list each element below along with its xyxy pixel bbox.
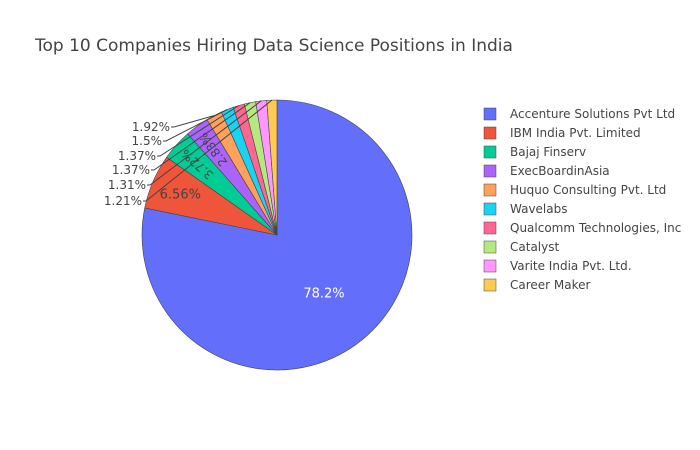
leader-line xyxy=(171,115,215,128)
legend-label: Catalyst xyxy=(510,240,559,254)
legend-swatch xyxy=(483,221,497,235)
legend-label: Career Maker xyxy=(510,278,591,292)
leader-line xyxy=(147,100,262,186)
chart-title: Top 10 Companies Hiring Data Science Pos… xyxy=(34,36,513,56)
slice-label: 1.31% xyxy=(108,178,146,192)
legend-item[interactable]: Huquo Consulting Pvt. Ltd xyxy=(483,183,666,197)
leader-line xyxy=(151,102,251,171)
leader-line xyxy=(157,105,239,157)
legend-item[interactable]: Career Maker xyxy=(483,278,591,292)
legend-swatch xyxy=(483,107,497,121)
legend-label: IBM India Pvt. Limited xyxy=(510,126,641,140)
legend-label: Accenture Solutions Pvt Ltd xyxy=(510,107,675,121)
slice-label: 1.92% xyxy=(132,120,170,134)
legend-item[interactable]: Qualcomm Technologies, Inc xyxy=(483,221,681,235)
legend-label: Varite India Pvt. Ltd. xyxy=(510,259,632,273)
slice-label: 1.37% xyxy=(118,149,156,163)
pie-slices xyxy=(141,99,413,371)
legend-label: Wavelabs xyxy=(510,202,568,216)
leader-line xyxy=(143,99,273,202)
legend-label: ExecBoardinAsia xyxy=(510,164,610,178)
legend-item[interactable]: IBM India Pvt. Limited xyxy=(483,126,641,140)
legend-item[interactable]: Varite India Pvt. Ltd. xyxy=(483,259,632,273)
legend-item[interactable]: Bajaj Finserv xyxy=(483,145,586,159)
slice-label: 1.21% xyxy=(104,194,142,208)
slice-label: 1.37% xyxy=(112,163,150,177)
legend-swatch xyxy=(483,240,497,254)
legend-item[interactable]: Wavelabs xyxy=(483,202,568,216)
legend-label: Huquo Consulting Pvt. Ltd xyxy=(510,183,666,197)
legend-swatch xyxy=(483,259,497,273)
legend-swatch xyxy=(483,278,497,292)
legend-label: Bajaj Finserv xyxy=(510,145,586,159)
legend-swatch xyxy=(483,202,497,216)
legend-item[interactable]: Catalyst xyxy=(483,240,559,254)
slice-label: 6.56% xyxy=(160,187,201,202)
legend-item[interactable]: Accenture Solutions Pvt Ltd xyxy=(483,107,675,121)
legend-item[interactable]: ExecBoardinAsia xyxy=(483,164,610,178)
legend-swatch xyxy=(483,126,497,140)
leader-line xyxy=(163,109,228,142)
legend-label: Qualcomm Technologies, Inc xyxy=(510,221,681,235)
legend: Accenture Solutions Pvt Ltd IBM India Pvt… xyxy=(483,107,681,292)
slice-label: 1.5% xyxy=(132,134,163,148)
legend-swatch xyxy=(483,164,497,178)
slice-label: 78.2% xyxy=(303,287,344,302)
legend-swatch xyxy=(483,145,497,159)
legend-swatch xyxy=(483,183,497,197)
